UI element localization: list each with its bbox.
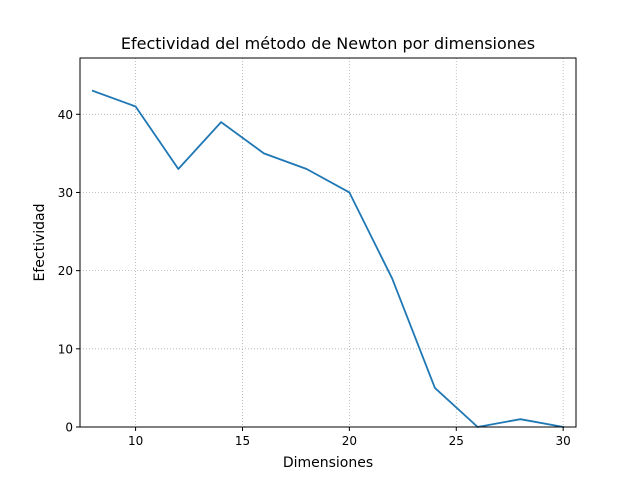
y-tick-label: 40 xyxy=(58,108,73,122)
y-tick-label: 10 xyxy=(58,342,73,356)
x-axis-label: Dimensiones xyxy=(283,455,373,471)
x-tick-label: 25 xyxy=(449,434,464,448)
tick-layer: 10 15 20 25 30 0 10 20 30 40 xyxy=(58,108,571,448)
x-tick-label: 10 xyxy=(128,434,143,448)
x-tick-label: 15 xyxy=(235,434,250,448)
y-tick-label: 20 xyxy=(58,264,73,278)
y-axis-label: Efectividad xyxy=(32,204,48,282)
series-line xyxy=(93,91,563,427)
plot-frame xyxy=(80,58,576,427)
y-tick-label: 30 xyxy=(58,186,73,200)
grid-layer xyxy=(80,58,576,427)
y-tick-label: 0 xyxy=(65,421,73,435)
x-tick-label: 30 xyxy=(556,434,571,448)
x-tick-label: 20 xyxy=(342,434,357,448)
series-layer xyxy=(93,91,563,427)
chart-title: Efectividad del método de Newton por dim… xyxy=(121,34,535,53)
